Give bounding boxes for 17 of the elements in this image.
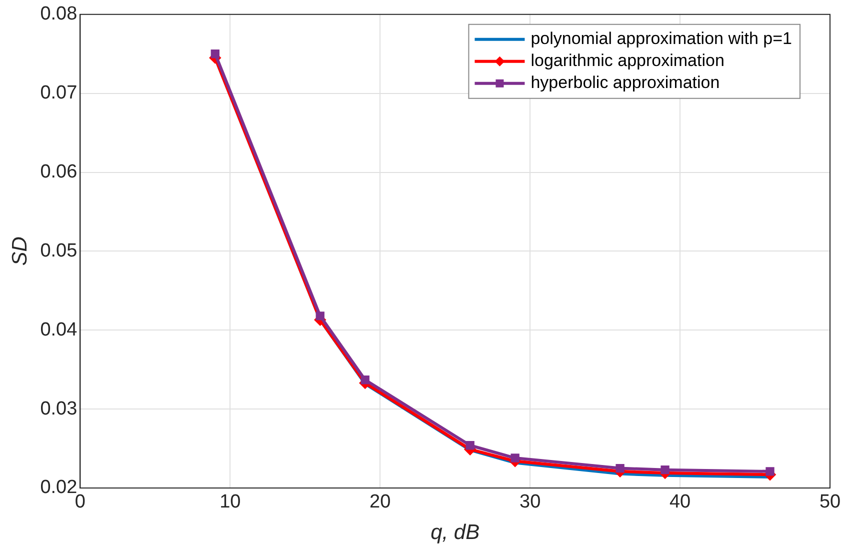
x-tick-label: 10 xyxy=(220,492,241,513)
y-tick-label: 0.05 xyxy=(40,240,78,262)
x-tick-label: 50 xyxy=(819,492,841,513)
legend-label: logarithmic approximation xyxy=(530,51,724,70)
x-tick-label: 20 xyxy=(370,492,391,513)
y-tick-label: 0.08 xyxy=(40,4,78,25)
legend-label: polynomial approximation with p=1 xyxy=(530,29,792,48)
y-axis-title: SD xyxy=(8,236,32,266)
x-tick-label: 0 xyxy=(74,492,86,513)
legend-label: hyperbolic approximation xyxy=(530,73,720,92)
x-axis-title: q, dB xyxy=(430,521,480,544)
y-tick-label: 0.04 xyxy=(40,319,78,340)
x-tick-label: 30 xyxy=(520,492,541,513)
y-tick-label: 0.06 xyxy=(40,162,78,182)
x-tick-label: 40 xyxy=(669,492,691,513)
y-tick-label: 0.03 xyxy=(40,398,78,420)
y-tick-label: 0.07 xyxy=(40,82,78,104)
